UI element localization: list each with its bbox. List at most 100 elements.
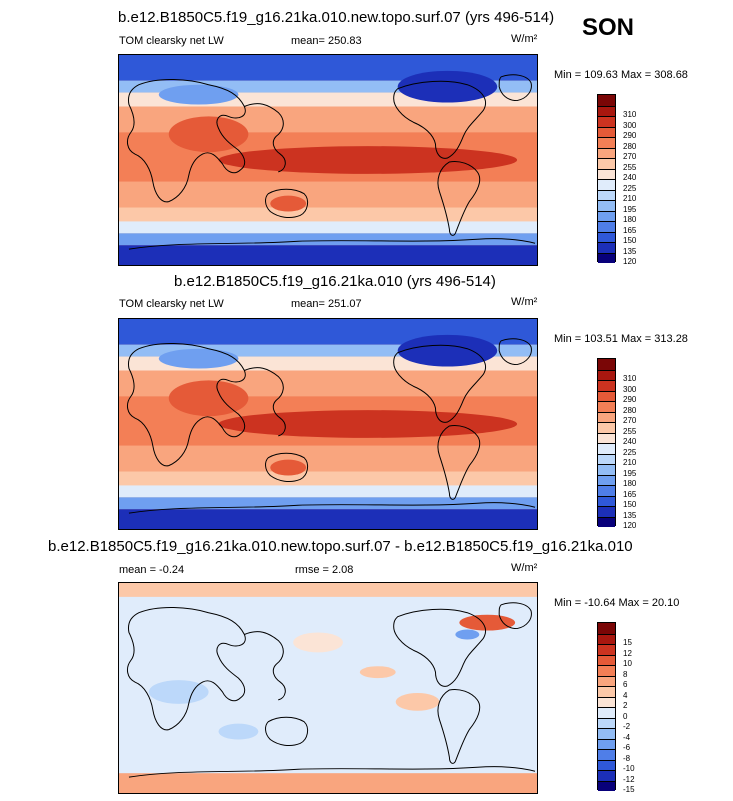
colorbar-tick-label: 4 xyxy=(623,690,628,700)
map-plot xyxy=(118,582,538,794)
units-label: W/m² xyxy=(511,33,538,45)
colorbar-segment xyxy=(598,242,615,253)
coastline xyxy=(393,344,487,423)
coastline xyxy=(244,631,286,701)
colorbar-tick-label: 6 xyxy=(623,680,628,689)
coastline xyxy=(244,103,286,173)
colorbar-tick-label: -8 xyxy=(623,753,631,763)
colorbar-tick-label: 270 xyxy=(623,416,637,425)
colorbar-segment xyxy=(598,95,615,106)
colorbar-segment xyxy=(598,633,615,644)
colorbar-tick-label: 195 xyxy=(623,204,637,214)
colorbar-tick-label: 10 xyxy=(623,659,632,668)
colorbar-segment xyxy=(598,770,615,781)
contour-region xyxy=(270,459,307,476)
contour-region xyxy=(168,116,249,153)
colorbar-tick-label: -10 xyxy=(623,764,635,773)
colorbar-segment xyxy=(598,453,615,464)
colorbar-segment xyxy=(598,137,615,148)
colorbar-segment xyxy=(598,200,615,211)
colorbar-segment xyxy=(598,189,615,200)
mean-label: mean= 251.07 xyxy=(291,298,362,310)
colorbar-tick-label: 290 xyxy=(623,395,637,404)
colorbar-segment xyxy=(598,390,615,401)
coastline xyxy=(437,689,481,764)
colorbar-tick-label: 165 xyxy=(623,489,637,499)
colorbar-segment xyxy=(598,359,615,370)
colorbar-segment xyxy=(598,401,615,412)
coastline xyxy=(126,607,246,731)
contour-band xyxy=(119,471,537,486)
mean-label: mean = -0.24 xyxy=(119,564,185,576)
contour-region xyxy=(168,380,249,417)
variable-label: TOM clearsky net LW xyxy=(119,35,224,47)
colorbar-segment xyxy=(598,380,615,391)
colorbar-tick-label: 0 xyxy=(623,711,628,721)
coastline xyxy=(393,608,487,687)
colorbar-segment xyxy=(598,369,615,380)
colorbar-segment xyxy=(598,411,615,422)
colorbar-segment xyxy=(598,665,615,676)
colorbar-segment xyxy=(598,432,615,443)
colorbar-segment xyxy=(598,495,615,506)
colorbar-tick-label: 180 xyxy=(623,215,637,224)
colorbar-segment xyxy=(598,728,615,739)
colorbar-tick-label: -2 xyxy=(623,722,631,731)
coastline xyxy=(498,338,532,366)
colorbar-segment xyxy=(598,675,615,686)
colorbar-segment xyxy=(598,516,615,527)
colorbar-tick-label: 280 xyxy=(623,141,637,151)
contour-region xyxy=(397,334,498,367)
colorbar-segment xyxy=(598,422,615,433)
coastline xyxy=(265,452,309,483)
coastline xyxy=(128,766,536,778)
map-field xyxy=(119,55,537,265)
colorbar-segment xyxy=(598,759,615,770)
panel-title: b.e12.B1850C5.f19_g16.21ka.010.new.topo.… xyxy=(48,538,633,555)
variable-label: TOM clearsky net LW xyxy=(119,298,224,310)
contour-region xyxy=(270,195,307,212)
colorbar-segment xyxy=(598,158,615,169)
contour-band xyxy=(119,207,537,222)
contour-region xyxy=(395,692,440,711)
map-field xyxy=(119,319,537,529)
colorbar-tick-label: 255 xyxy=(623,426,637,436)
contour-band xyxy=(119,344,537,357)
panel-title: b.e12.B1850C5.f19_g16.21ka.010.new.topo.… xyxy=(118,9,555,26)
colorbar-tick-label: 120 xyxy=(623,257,637,266)
contour-band xyxy=(119,583,537,597)
contour-region xyxy=(218,723,259,740)
colorbar-tick-label: 210 xyxy=(623,458,637,467)
contour-band xyxy=(119,80,537,93)
mean-label: mean= 250.83 xyxy=(291,35,362,47)
units-label: W/m² xyxy=(511,562,538,574)
colorbar-tick-label: 300 xyxy=(623,120,637,130)
coastline xyxy=(128,502,536,514)
contour-band xyxy=(119,773,537,793)
colorbar-segment xyxy=(598,168,615,179)
colorbar-tick-label: -4 xyxy=(623,732,631,742)
contour-region xyxy=(158,348,239,369)
colorbar-segment xyxy=(598,717,615,728)
colorbar-segment xyxy=(598,623,615,634)
colorbar-tick-label: 15 xyxy=(623,638,632,647)
map-plot xyxy=(118,54,538,266)
colorbar-segment xyxy=(598,179,615,190)
colorbar-segment xyxy=(598,126,615,137)
colorbar-segment xyxy=(598,474,615,485)
contour-band xyxy=(119,509,537,529)
contour-region xyxy=(158,84,239,105)
colorbar-tick-label: 135 xyxy=(623,510,637,520)
map-field xyxy=(119,583,537,793)
contour-region xyxy=(218,146,518,174)
colorbar xyxy=(597,622,616,791)
colorbar-tick-label: 310 xyxy=(623,110,637,119)
colorbar-segment xyxy=(598,231,615,242)
colorbar-tick-label: -6 xyxy=(623,743,631,752)
colorbar-segment xyxy=(598,147,615,158)
coastline xyxy=(265,716,309,747)
colorbar-segment xyxy=(598,780,615,791)
contour-band xyxy=(119,181,537,208)
coastline xyxy=(128,238,536,250)
colorbar-tick-label: 8 xyxy=(623,669,628,679)
